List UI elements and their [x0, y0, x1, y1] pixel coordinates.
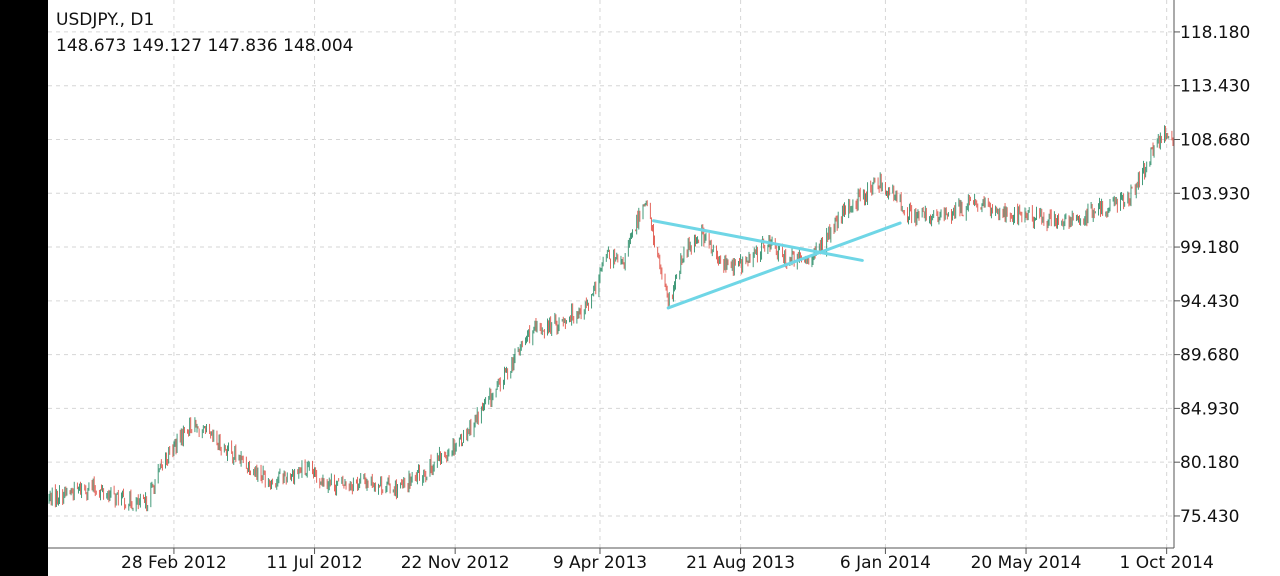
candle-series — [48, 125, 1174, 512]
trendlines[interactable] — [652, 219, 902, 310]
y-tick-label: 84.930 — [1180, 399, 1239, 419]
x-tick-label: 6 Jan 2014 — [840, 553, 931, 573]
time-axis-labels: 28 Feb 2012 11 Jul 2012 22 Nov 2012 9 Apr 2… — [121, 553, 1214, 573]
x-tick-label: 20 May 2014 — [971, 553, 1082, 573]
x-tick-label: 11 Jul 2012 — [266, 553, 362, 573]
timeframe: D1 — [130, 10, 155, 30]
symbol-label: USDJPY., D1 — [56, 10, 155, 30]
x-tick-label: 21 Aug 2013 — [686, 553, 795, 573]
ohlc-low: 147.836 — [207, 36, 278, 56]
y-tick-label: 75.430 — [1180, 507, 1239, 527]
grid — [48, 0, 1174, 548]
y-tick-label: 108.680 — [1180, 130, 1250, 150]
y-tick-label: 99.180 — [1180, 238, 1239, 258]
symbol-name: USDJPY. — [56, 10, 120, 30]
ohlc-open: 148.673 — [56, 36, 127, 56]
ohlc-high: 149.127 — [131, 36, 203, 56]
x-tick-label: 9 Apr 2013 — [553, 553, 647, 573]
y-tick-label: 80.180 — [1180, 453, 1239, 473]
trendline[interactable] — [652, 219, 864, 262]
ohlc-close: 148.004 — [283, 36, 354, 56]
y-tick-label: 103.930 — [1180, 184, 1250, 204]
x-tick-label: 22 Nov 2012 — [401, 553, 510, 573]
y-tick-label: 89.680 — [1180, 346, 1239, 366]
y-tick-label: 118.180 — [1180, 23, 1250, 43]
price-axis-labels: 118.180 113.430 108.680 103.930 99.180 94.430… — [1180, 23, 1250, 527]
axes — [48, 0, 1180, 554]
x-tick-label: 1 Oct 2014 — [1120, 553, 1214, 573]
candlestick-chart[interactable]: 118.180 113.430 108.680 103.930 99.180 94.430… — [48, 0, 1280, 576]
trendline[interactable] — [666, 221, 902, 310]
x-tick-label: 28 Feb 2012 — [121, 553, 227, 573]
y-tick-label: 113.430 — [1180, 77, 1250, 97]
ohlc-readout: 148.673 149.127 147.836 148.004 — [56, 36, 353, 56]
y-tick-label: 94.430 — [1180, 292, 1239, 312]
chart-window[interactable]: 118.180 113.430 108.680 103.930 99.180 94.430… — [48, 0, 1280, 576]
